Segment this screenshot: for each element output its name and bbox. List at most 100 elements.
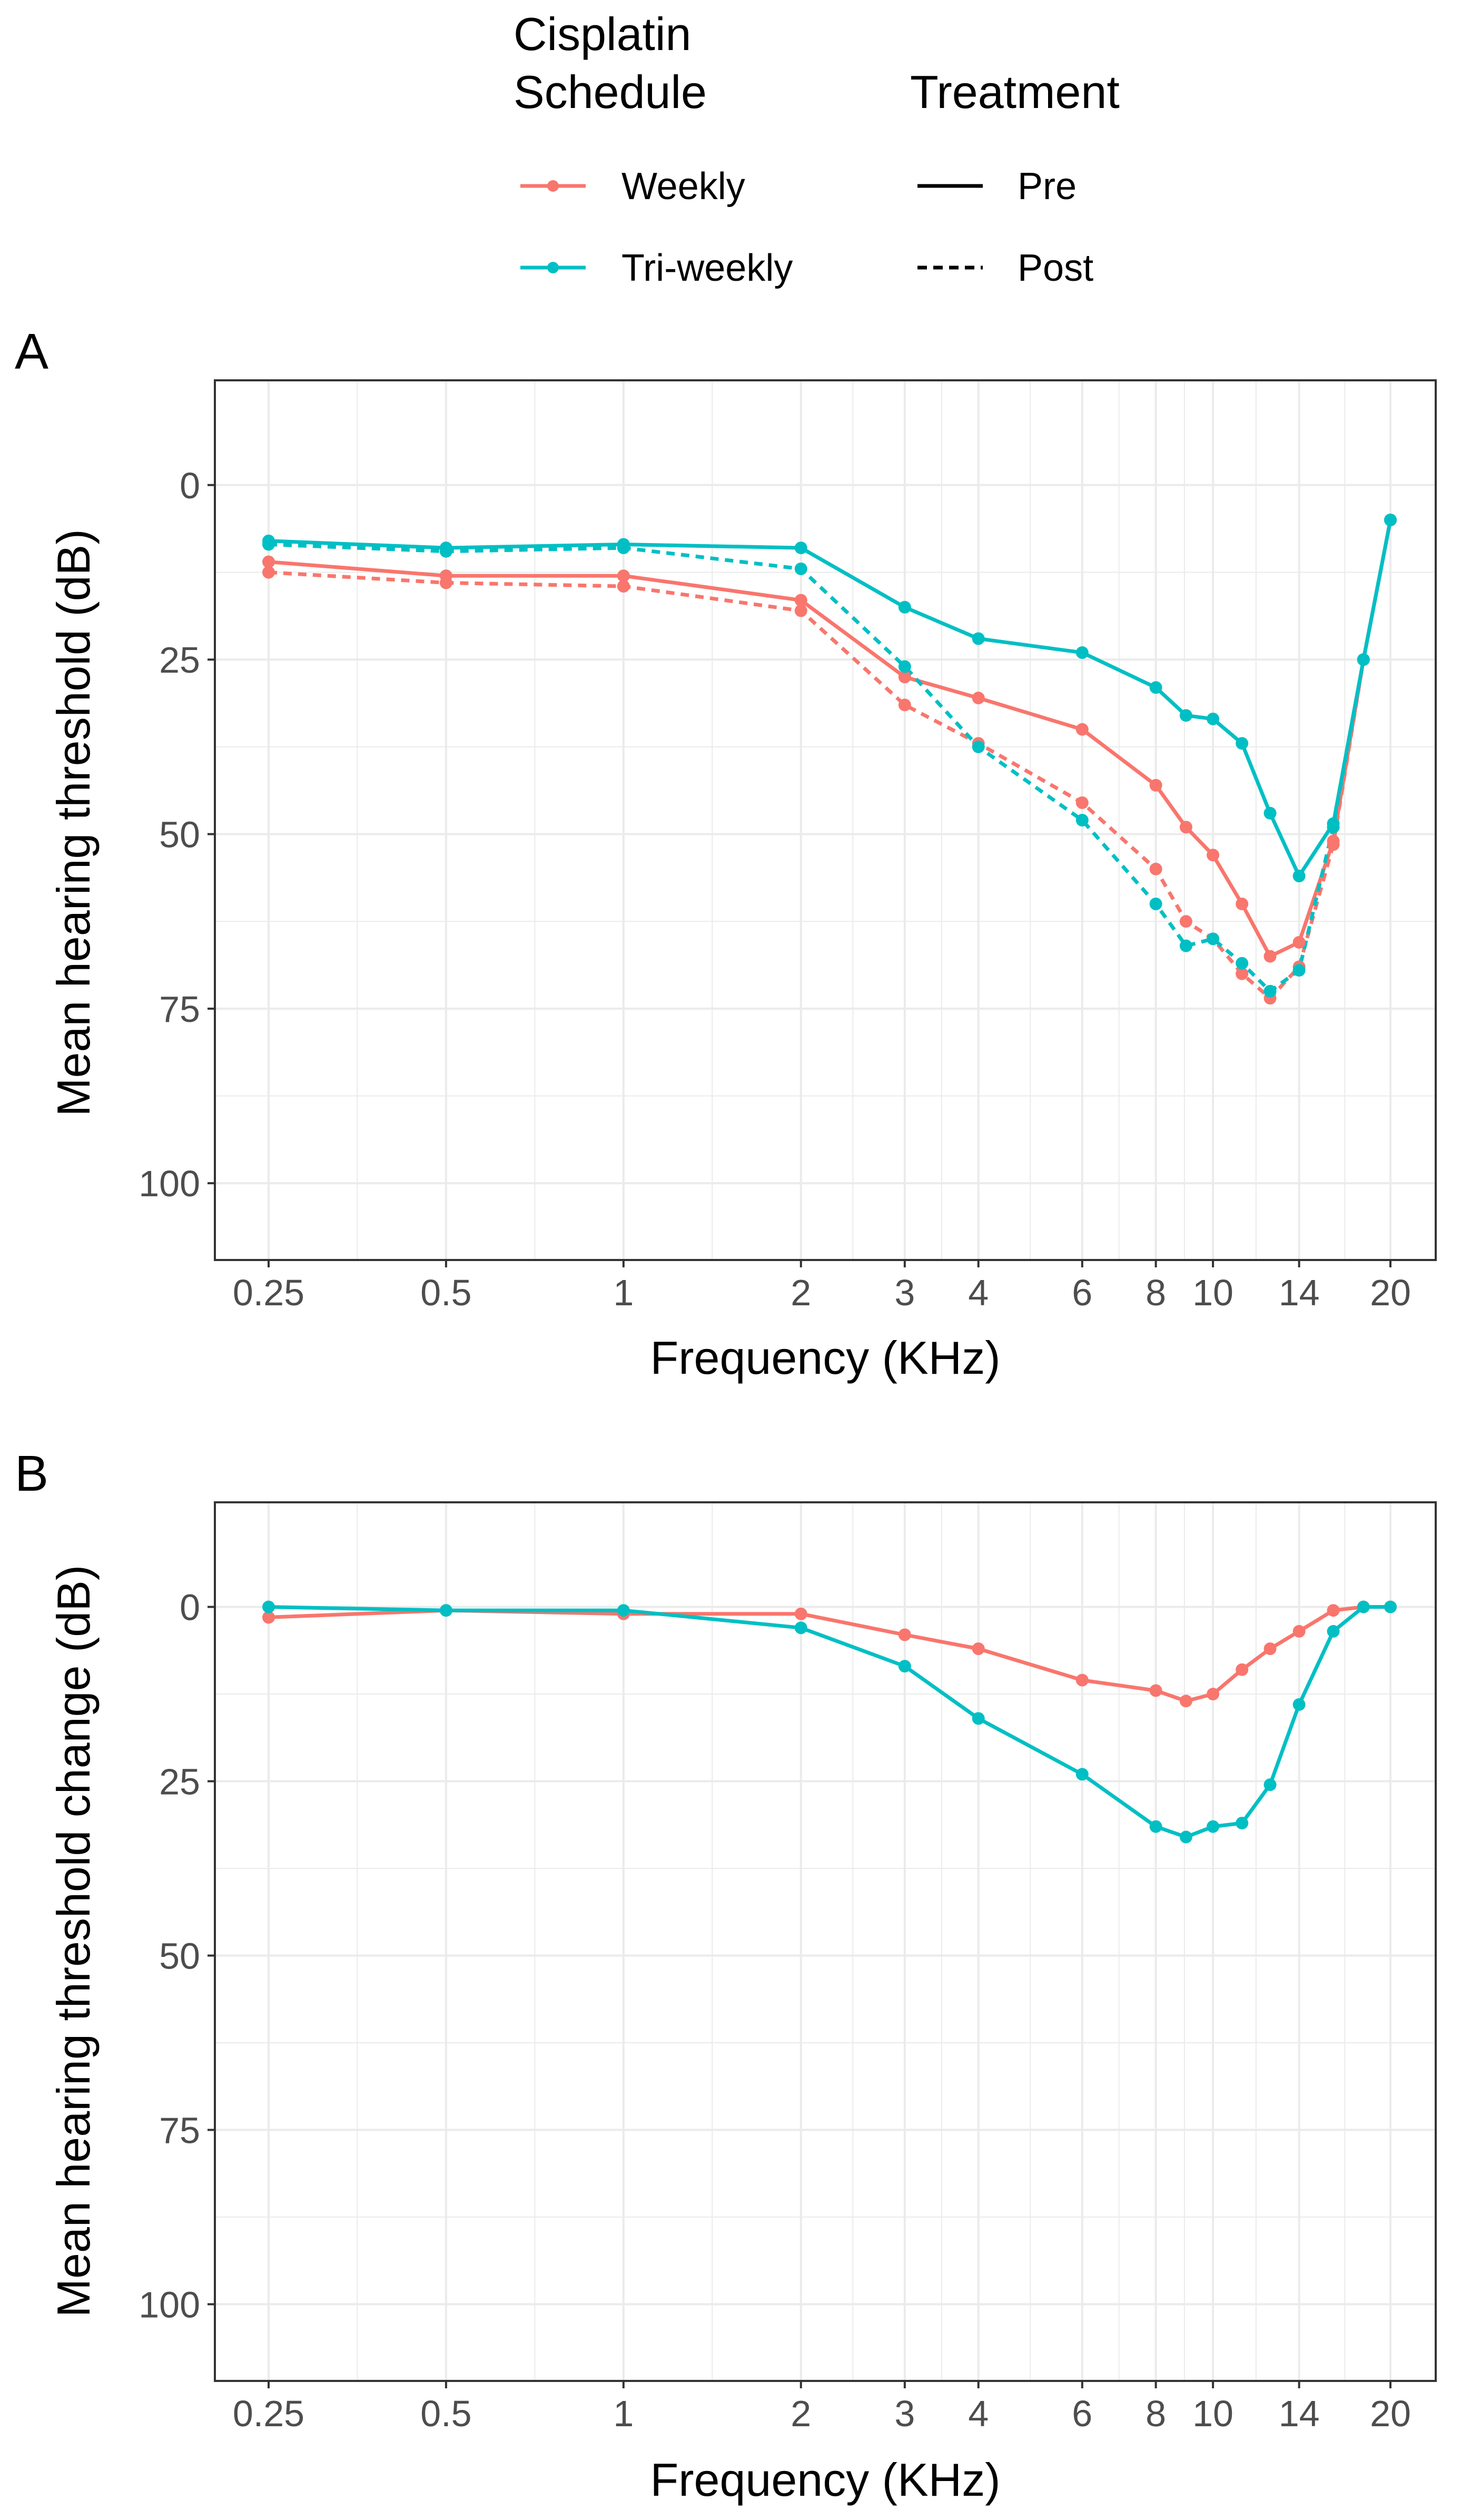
panel-b-point-weekly: [1263, 1642, 1277, 1655]
panel-b-x-tick-label: 14: [1279, 2393, 1320, 2434]
panel-a-point-tri-weekly-post: [1357, 653, 1370, 666]
panel-a-point-tri-weekly-post: [1075, 814, 1089, 826]
panel-b-point-tri-weekly: [1207, 1820, 1220, 1833]
legend-label-weekly: Weekly: [621, 165, 745, 208]
panel-b-x-tick-label: 2: [791, 2393, 811, 2434]
panel-b-y-axis-title: Mean hearing threshold change (dB): [47, 1565, 100, 2317]
panel-b-x-tick-label: 0.25: [233, 2393, 304, 2434]
panel-a-x-tick-label: 20: [1370, 1272, 1411, 1313]
panel-b-x-tick-label: 3: [894, 2393, 915, 2434]
panel-a-point-tri-weekly-post: [1236, 957, 1249, 970]
panel-a-point-tri-weekly-post: [617, 542, 630, 555]
panel-b-x-tick-label: 10: [1192, 2393, 1233, 2434]
panel-a-point-weekly-pre: [794, 594, 807, 607]
panel-a-point-weekly-post: [1075, 796, 1089, 809]
panel-label-b: B: [15, 1445, 48, 1502]
panel-a-point-tri-weekly-post: [1263, 985, 1277, 998]
legend-key-weekly-point: [547, 180, 559, 192]
panel-a-y-tick-label: 100: [139, 1163, 200, 1204]
panel-a-line-tri-weekly-pre: [268, 519, 1393, 878]
panel-a-point-weekly-pre: [1236, 898, 1249, 911]
panel-b-point-weekly: [898, 1628, 911, 1641]
legend-key-triweekly-point: [547, 262, 559, 273]
panel-b-line-tri-weekly: [268, 1605, 1390, 1839]
panel-a-line-weekly-post: [268, 519, 1393, 1000]
panel-b-point-weekly: [1236, 1663, 1249, 1676]
panel-a-x-tick-label: 2: [791, 1272, 811, 1313]
panel-a-y-tick-label: 75: [159, 989, 200, 1030]
panel-label-a: A: [15, 323, 48, 380]
panel-b-point-tri-weekly: [1149, 1820, 1162, 1833]
panel-a-point-tri-weekly-post: [1149, 898, 1162, 911]
panel-a-point-weekly-pre: [1149, 779, 1162, 792]
panel-b-point-tri-weekly: [1075, 1768, 1089, 1781]
panel-a-x-tick-label: 0.25: [233, 1272, 304, 1313]
panel-b-y-tick-label: 100: [139, 2284, 200, 2325]
panel-a-y-tick-label: 25: [159, 639, 200, 681]
panel-b-x-tick-label: 0.5: [420, 2393, 471, 2434]
panel-b-point-tri-weekly: [1384, 1600, 1397, 1613]
panel-a-point-tri-weekly-post: [439, 545, 452, 558]
panel-b-point-weekly: [1327, 1604, 1340, 1617]
panel-b-point-tri-weekly: [1179, 1830, 1192, 1844]
panel-a-point-tri-weekly-post: [1384, 514, 1397, 527]
panel-b-point-weekly: [1149, 1684, 1162, 1697]
panel-a-x-tick-label: 4: [968, 1272, 989, 1313]
panel-b-x-tick-label: 4: [968, 2393, 989, 2434]
panel-b-point-weekly: [972, 1642, 985, 1655]
legend-linetype-title: Treatment: [910, 66, 1120, 118]
panel-b-line-weekly: [268, 1605, 1390, 1703]
panel-b-y-tick-label: 75: [159, 2110, 200, 2151]
panel-b-point-tri-weekly: [617, 1604, 630, 1617]
panel-b-point-tri-weekly: [1263, 1778, 1277, 1791]
panel-b-y-tick-label: 0: [180, 1587, 200, 1628]
panel-b-point-weekly: [262, 1611, 275, 1624]
panel-b-x-tick-label: 6: [1072, 2393, 1092, 2434]
panel-a-x-tick-label: 8: [1146, 1272, 1166, 1313]
panel-a-point-tri-weekly-pre: [1075, 646, 1089, 659]
panel-a-point-weekly-post: [439, 576, 452, 589]
panel-a-plot: 0.25 0.5 1 2 3 4 6 8 10 14 20 0 25 50 75 100: [139, 379, 1437, 1313]
panel-a-point-tri-weekly-pre: [794, 542, 807, 555]
panel-a-x-tick-label: 14: [1279, 1272, 1320, 1313]
panel-a-point-tri-weekly-pre: [1207, 712, 1220, 725]
panel-a-border: [214, 379, 1437, 1261]
panel-a-x-axis-title: Frequency (KHz): [650, 1332, 1000, 1384]
panel-a-y-axis-title: Mean hearing threshold (dB): [47, 529, 100, 1116]
panel-b-point-weekly: [794, 1607, 807, 1620]
panel-a-point-weekly-pre: [972, 692, 985, 705]
panel-b-point-tri-weekly: [1357, 1600, 1370, 1613]
panel-a-point-weekly-pre: [1075, 723, 1089, 736]
panel-a-point-weekly-post: [1236, 967, 1249, 980]
panel-a-line-tri-weekly-post: [268, 519, 1393, 993]
panel-a-point-tri-weekly-pre: [1149, 681, 1162, 694]
panel-b-point-weekly: [1207, 1688, 1220, 1701]
panel-a-point-tri-weekly-post: [1207, 932, 1220, 946]
panel-a-point-weekly-pre: [1292, 936, 1306, 949]
panel-a-y-tick-label: 50: [159, 814, 200, 855]
panel-a-point-weekly-post: [1179, 915, 1192, 928]
panel-b-x-tick-label: 20: [1370, 2393, 1411, 2434]
panel-b-border: [214, 1501, 1437, 2382]
panel-b-point-weekly: [1292, 1625, 1306, 1638]
panel-b-point-tri-weekly: [1327, 1625, 1340, 1638]
panel-a-point-tri-weekly-pre: [1292, 870, 1306, 883]
panel-a-point-tri-weekly-pre: [898, 601, 911, 614]
legend-colour-title-line1: Cisplatin: [514, 8, 691, 60]
panel-a-point-weekly-post: [262, 566, 275, 579]
panel-a-point-weekly-post: [898, 698, 911, 712]
legend-label-post: Post: [1018, 247, 1093, 289]
panel-a-point-weekly-post: [794, 604, 807, 617]
panel-a-point-weekly-pre: [1179, 821, 1192, 834]
panel-a-point-weekly-pre: [617, 569, 630, 583]
panel-a-point-tri-weekly-post: [1179, 939, 1192, 952]
panel-b-point-tri-weekly: [1292, 1698, 1306, 1711]
legend: Cisplatin Schedule Weekly Tri-weekly Tre…: [514, 8, 1120, 289]
panel-a-x-tick-label: 1: [613, 1272, 634, 1313]
panel-a-point-weekly-post: [1327, 838, 1340, 851]
panel-a-point-tri-weekly-post: [262, 538, 275, 551]
panel-a-point-tri-weekly-post: [1292, 963, 1306, 977]
panel-b-y-tick-label: 25: [159, 1761, 200, 1803]
legend-label-triweekly: Tri-weekly: [621, 247, 793, 289]
